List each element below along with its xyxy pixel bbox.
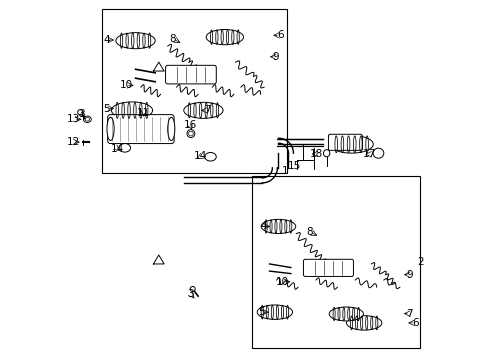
- FancyBboxPatch shape: [165, 65, 216, 84]
- Ellipse shape: [329, 135, 372, 153]
- Ellipse shape: [204, 153, 216, 161]
- Text: 8: 8: [169, 34, 176, 44]
- Text: 4: 4: [103, 35, 110, 45]
- Text: 4: 4: [260, 221, 267, 231]
- Ellipse shape: [85, 117, 89, 121]
- Ellipse shape: [346, 316, 381, 330]
- Text: 2: 2: [416, 257, 423, 267]
- Text: 10: 10: [276, 277, 289, 287]
- Ellipse shape: [111, 102, 152, 119]
- Text: 1: 1: [282, 166, 288, 176]
- Text: 3: 3: [78, 109, 85, 119]
- Text: 9: 9: [406, 270, 412, 280]
- Text: 10: 10: [119, 80, 132, 90]
- Ellipse shape: [186, 130, 194, 138]
- Text: 5: 5: [258, 307, 264, 317]
- Text: 14: 14: [194, 152, 207, 161]
- Ellipse shape: [83, 116, 91, 122]
- Bar: [102, 9, 287, 173]
- Ellipse shape: [372, 148, 383, 158]
- Text: 14: 14: [110, 144, 123, 154]
- Text: 8: 8: [306, 227, 312, 237]
- Text: 3: 3: [187, 289, 194, 299]
- Text: 16: 16: [183, 120, 197, 130]
- Ellipse shape: [190, 287, 195, 292]
- Text: 12: 12: [67, 137, 80, 147]
- Ellipse shape: [257, 305, 292, 319]
- Text: 13: 13: [67, 114, 80, 124]
- Ellipse shape: [188, 131, 193, 136]
- Text: 7: 7: [203, 105, 210, 115]
- Ellipse shape: [323, 150, 329, 157]
- Ellipse shape: [183, 102, 223, 118]
- Ellipse shape: [78, 110, 82, 114]
- Ellipse shape: [119, 144, 130, 152]
- Text: 11: 11: [137, 108, 150, 118]
- FancyBboxPatch shape: [328, 134, 362, 150]
- Text: 6: 6: [276, 30, 283, 40]
- Text: 7: 7: [406, 309, 412, 319]
- Ellipse shape: [206, 30, 243, 45]
- Ellipse shape: [107, 117, 114, 140]
- Text: 6: 6: [411, 318, 418, 328]
- Ellipse shape: [167, 117, 175, 140]
- FancyBboxPatch shape: [303, 259, 353, 276]
- Text: 9: 9: [272, 52, 279, 62]
- Text: 5: 5: [103, 104, 110, 113]
- FancyBboxPatch shape: [107, 114, 174, 144]
- Text: 18: 18: [309, 149, 322, 159]
- Ellipse shape: [328, 307, 363, 321]
- Bar: [251, 176, 419, 348]
- Ellipse shape: [116, 33, 155, 49]
- Text: 15: 15: [287, 161, 301, 171]
- Ellipse shape: [261, 219, 295, 234]
- Text: 17: 17: [362, 149, 375, 159]
